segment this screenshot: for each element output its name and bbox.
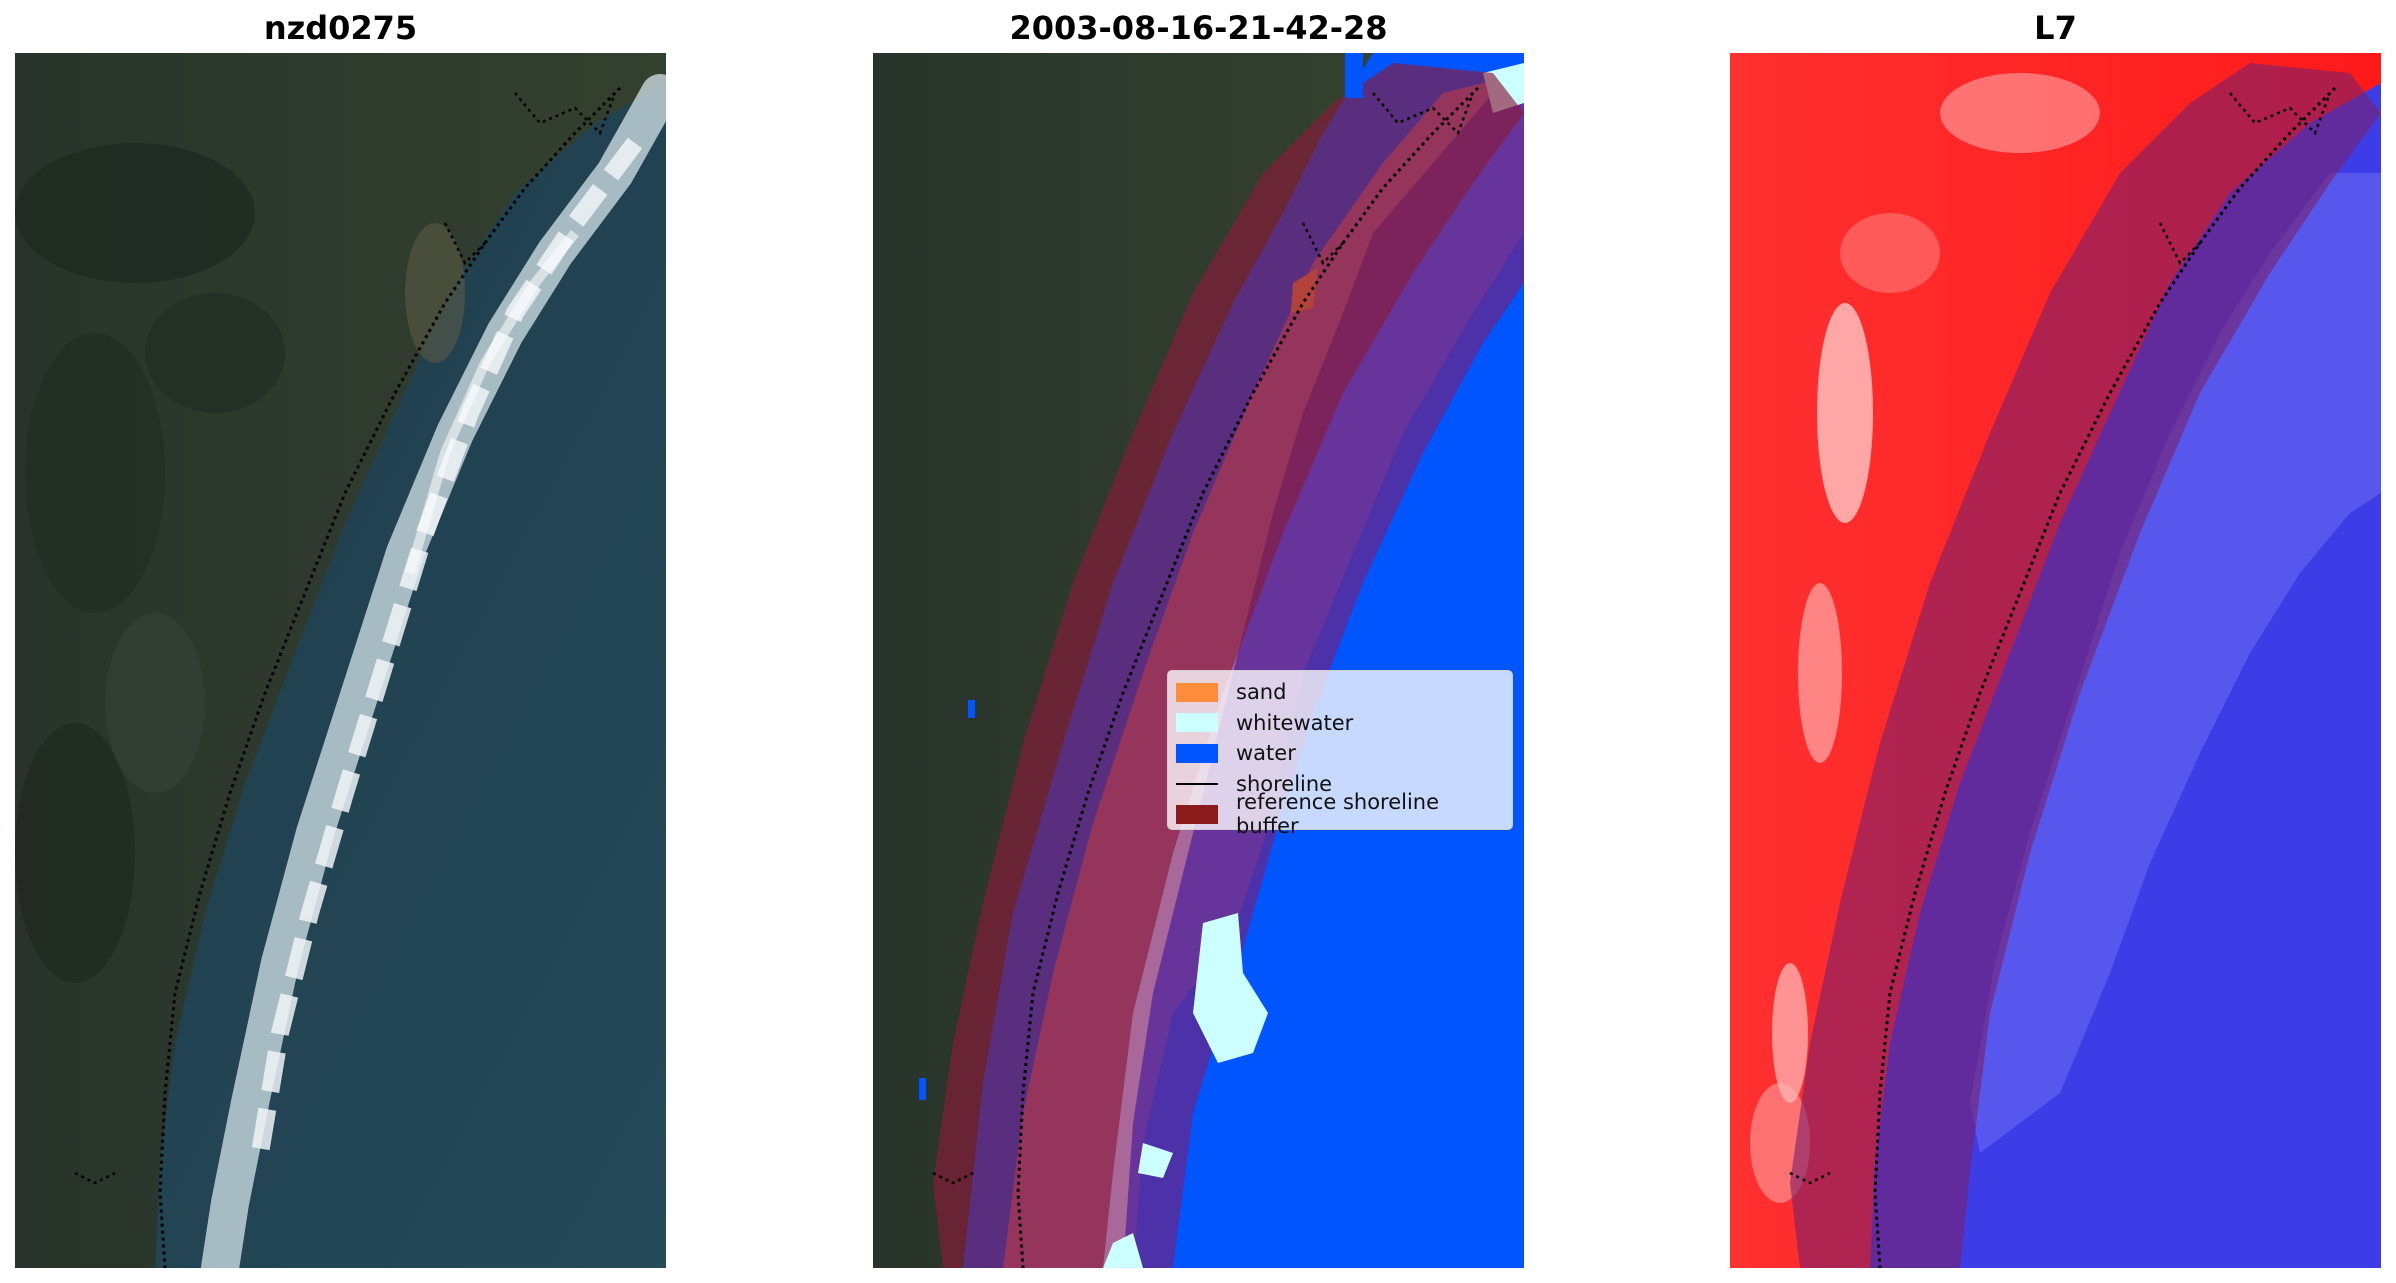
rgb-satellite-image	[15, 53, 666, 1268]
legend-label: water	[1236, 741, 1296, 766]
water-index-image	[1730, 53, 2381, 1268]
reference-shoreline-buffer	[1790, 63, 2381, 1268]
legend-item-shoreline: shoreline	[1176, 769, 1504, 800]
water-swatch	[1176, 743, 1218, 763]
buffer-swatch	[1176, 804, 1218, 824]
legend-label: reference shoreline buffer	[1236, 790, 1440, 839]
legend-label: shoreline	[1236, 771, 1333, 796]
legend-label: sand	[1236, 680, 1287, 705]
legend: sand whitewater water shoreline referenc…	[1167, 670, 1513, 838]
left-panel-title: nzd0275	[263, 9, 418, 47]
water-index-panel	[1730, 53, 2381, 1268]
legend-item-buffer: reference shoreline buffer	[1176, 790, 1504, 838]
rgb-satellite-image-panel	[15, 53, 666, 1268]
legend-item-whitewater: whitewater	[1176, 708, 1504, 739]
shoreline-swatch	[1176, 782, 1218, 785]
classification-panel	[873, 53, 1524, 1268]
whitewater-swatch	[1176, 713, 1218, 733]
classification-image	[873, 53, 1524, 1268]
legend-item-sand: sand	[1176, 677, 1504, 708]
sand-swatch	[1176, 682, 1218, 702]
legend-item-water: water	[1176, 738, 1504, 769]
middle-panel-title: 2003-08-16-21-42-28	[1009, 9, 1388, 47]
reference-shoreline-buffer	[933, 63, 1524, 1268]
legend-label: whitewater	[1236, 710, 1354, 735]
right-panel-title: L7	[2034, 9, 2077, 47]
